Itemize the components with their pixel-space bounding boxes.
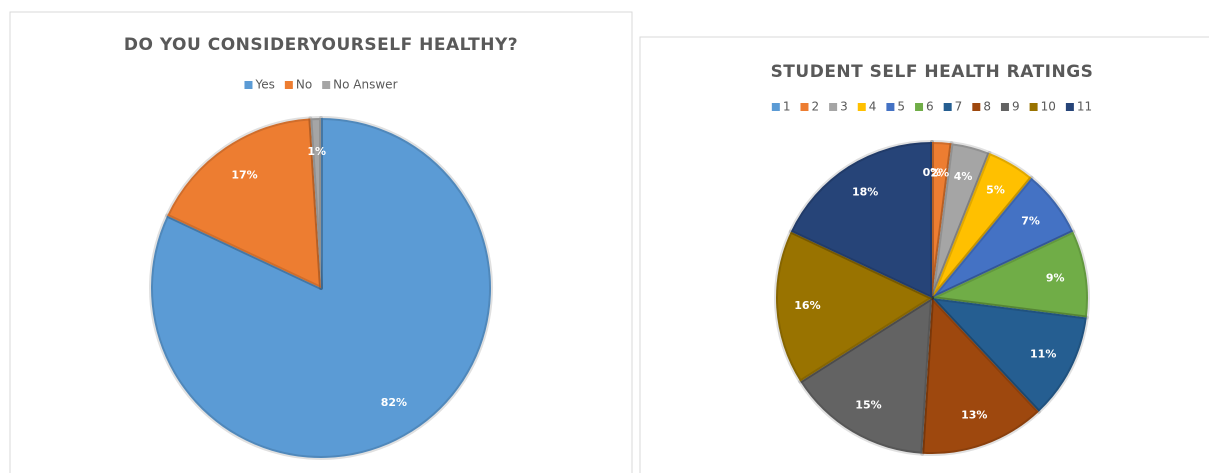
legend-label: No	[296, 78, 312, 92]
legend-swatch	[915, 103, 924, 111]
pie-slice	[165, 116, 323, 290]
data-label: 0%	[923, 166, 942, 179]
chart-title: STUDENT SELF HEALTH RATINGS	[771, 62, 1094, 82]
data-label: 16%	[794, 299, 820, 312]
data-label: 13%	[961, 408, 987, 421]
legend-swatch	[771, 103, 780, 111]
legend-swatch	[943, 103, 952, 111]
legend-label: 11	[1077, 100, 1092, 114]
data-label: 1%	[307, 145, 326, 158]
data-label: 18%	[852, 186, 878, 199]
legend-swatch	[322, 81, 331, 89]
legend-label: 4	[869, 100, 877, 114]
legend-swatch	[857, 103, 866, 111]
legend-label: 10	[1041, 100, 1056, 114]
data-label: 5%	[986, 184, 1005, 197]
legend-label: 9	[1012, 100, 1020, 114]
legend-label: 3	[840, 100, 848, 114]
data-label: 4%	[954, 170, 973, 183]
legend-swatch	[1029, 103, 1038, 111]
pie-slice	[930, 141, 992, 300]
pie-slice	[149, 116, 493, 460]
pie-slice	[930, 140, 954, 300]
data-label: 15%	[855, 398, 881, 411]
legend-label: 8	[983, 100, 991, 114]
legend-swatch	[244, 81, 253, 89]
data-label: 11%	[1030, 348, 1056, 361]
legend-swatch	[886, 103, 895, 111]
legend-swatch	[1065, 103, 1074, 111]
data-label: 7%	[1021, 215, 1040, 228]
pie-slice	[798, 296, 934, 456]
legend-label: 2	[811, 100, 819, 114]
legend-swatch	[800, 103, 809, 111]
legend-label: 6	[926, 100, 934, 114]
legend-swatch	[1000, 103, 1009, 111]
legend-swatch	[829, 103, 838, 111]
legend-label: 1	[783, 100, 791, 114]
data-label: 82%	[381, 396, 407, 409]
legend-swatch	[284, 81, 293, 89]
data-label: 17%	[231, 169, 257, 182]
data-label: 9%	[1046, 271, 1065, 284]
pie-slice	[930, 229, 1090, 320]
legend-label: No Answer	[333, 78, 397, 92]
legend-label: Yes	[254, 78, 274, 92]
pie-slice	[774, 229, 934, 384]
legend-label: 5	[897, 100, 905, 114]
legend-swatch	[972, 103, 981, 111]
pie-slice	[930, 296, 1089, 414]
pie-slice	[930, 175, 1076, 300]
pie-slice	[788, 140, 934, 300]
pie-slice	[920, 296, 1041, 456]
pie-slice	[930, 150, 1034, 300]
pie-slice	[308, 115, 323, 290]
data-label: 2%	[930, 166, 949, 179]
chart-title: DO YOU CONSIDERYOURSELF HEALTHY?	[124, 35, 518, 55]
legend-label: 7	[955, 100, 963, 114]
